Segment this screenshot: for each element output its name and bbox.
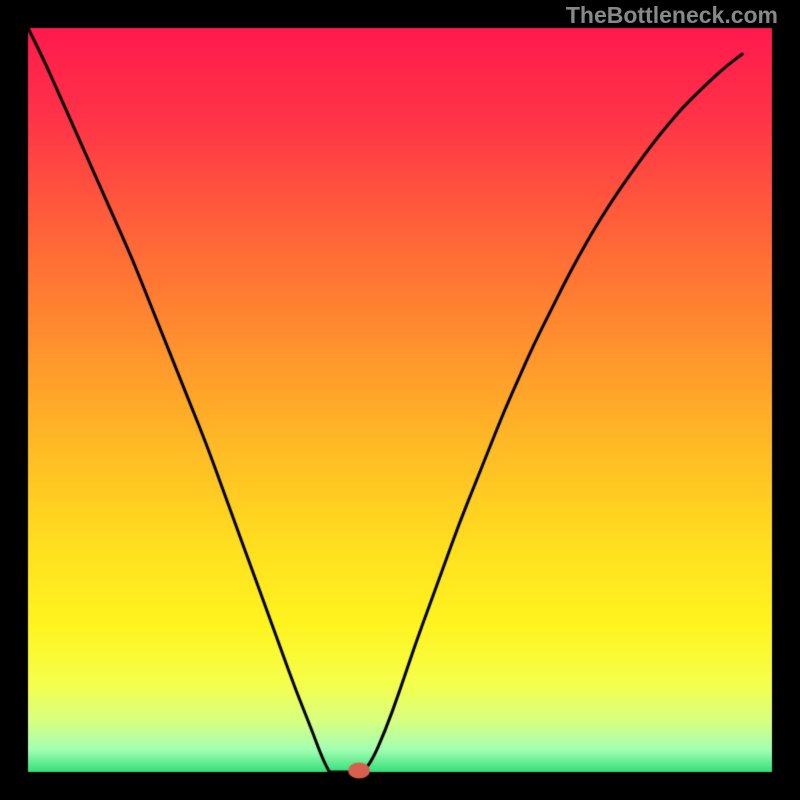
chart-container: TheBottleneck.com xyxy=(0,0,800,800)
bottleneck-chart-canvas xyxy=(0,0,800,800)
